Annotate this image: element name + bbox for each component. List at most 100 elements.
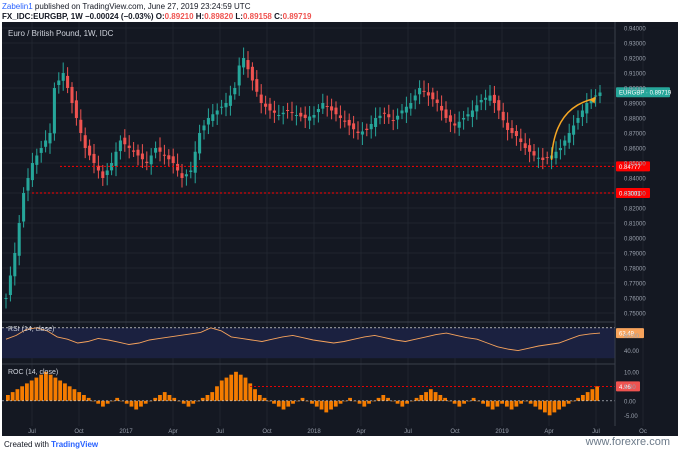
roc-bar	[172, 397, 177, 401]
roc-bar	[419, 395, 424, 401]
open-label: O:	[155, 12, 165, 21]
roc-bar	[63, 383, 67, 401]
roc-bar	[34, 377, 39, 401]
candle-body	[35, 155, 39, 165]
candle-body	[70, 86, 74, 103]
candle-body	[453, 123, 457, 126]
candle-body	[299, 112, 303, 117]
price-tick-label: 0.93000	[624, 42, 646, 48]
roc-bar	[590, 389, 595, 401]
roc-bar	[324, 400, 329, 413]
candle-body	[30, 163, 34, 181]
time-tick-label: 2017	[119, 429, 133, 435]
candle-body	[404, 106, 408, 113]
roc-bar	[348, 397, 352, 401]
roc-bar	[504, 400, 509, 407]
candle-body	[330, 106, 334, 111]
rsi-zone	[2, 327, 615, 359]
roc-bar	[262, 397, 267, 401]
roc-bar	[143, 400, 148, 404]
arrow-shaft	[550, 97, 596, 161]
roc-bar	[428, 389, 433, 401]
roc-bar	[229, 374, 234, 401]
candle-body	[528, 145, 532, 152]
high-value: 0.89820	[204, 12, 234, 21]
roc-bar	[44, 371, 48, 401]
publish-text: published on TradingView.com, June 27, 2…	[34, 2, 251, 11]
footer-brand[interactable]: TradingView	[51, 440, 99, 449]
candle-body	[338, 115, 342, 118]
current-price-tag	[616, 87, 670, 98]
time-tick-label: 2018	[307, 429, 321, 435]
roc-bar	[158, 395, 162, 401]
level-tag	[616, 187, 650, 198]
roc-bar	[466, 400, 471, 402]
candle-body	[26, 178, 30, 191]
candle-body	[413, 95, 417, 101]
candle-body	[114, 151, 118, 166]
candle-body	[277, 115, 281, 116]
roc-bar	[115, 397, 120, 401]
rsi-line	[5, 327, 601, 352]
time-tick-label: Jul	[216, 429, 224, 435]
roc-bar	[205, 395, 210, 401]
roc-bar	[253, 389, 257, 401]
roc-bar	[471, 397, 476, 401]
roc-bar	[238, 374, 243, 401]
roc-bar	[215, 386, 219, 401]
candle-body	[589, 99, 593, 104]
candle-body	[470, 110, 474, 117]
candle-body	[391, 120, 395, 122]
roc-bar	[319, 400, 324, 410]
candle-body	[118, 140, 122, 152]
roc-bar	[67, 386, 72, 401]
candle-body	[352, 123, 356, 130]
candle-body	[110, 163, 114, 171]
candle-body	[510, 128, 514, 133]
publisher-user[interactable]: Zabelin1	[2, 2, 33, 11]
roc-bar	[224, 377, 229, 401]
time-tick-label: Apr	[544, 429, 553, 435]
candle-body	[105, 170, 109, 176]
candle-body	[39, 148, 43, 153]
roc-bar	[314, 400, 319, 407]
candle-body	[387, 114, 391, 118]
roc-bar	[6, 395, 10, 401]
candle-body	[74, 100, 78, 118]
footer-created: Created with TradingView	[4, 440, 98, 449]
candle-body	[572, 125, 576, 135]
candle-body	[237, 65, 241, 86]
candle-body	[198, 133, 202, 154]
candle-body	[440, 105, 444, 111]
roc-bar	[538, 400, 543, 410]
footer-site[interactable]: www.forexre.com	[585, 436, 670, 448]
roc-bar	[338, 400, 343, 404]
candle-body	[211, 114, 215, 121]
candle-body	[268, 103, 272, 111]
candle-body	[431, 92, 435, 100]
price-tick-label: 0.78000	[624, 267, 646, 273]
candle-body	[140, 153, 144, 160]
roc-bar	[291, 400, 295, 404]
roc-bar	[500, 400, 505, 404]
candle-body	[312, 115, 316, 118]
high-label: H:	[195, 12, 205, 21]
candle-body	[514, 131, 518, 136]
candle-body	[541, 157, 545, 160]
candle-body	[479, 100, 483, 103]
candle-body	[400, 110, 404, 114]
publish-info: Zabelin1 published on TradingView.com, J…	[2, 2, 250, 11]
candle-body	[13, 253, 17, 277]
level-tag-label: 0.83001	[619, 191, 641, 197]
candle-body	[497, 100, 501, 111]
roc-bar	[376, 397, 381, 401]
price-tick-label: 0.85000	[624, 162, 646, 168]
candle-body	[448, 115, 452, 122]
roc-bar	[438, 395, 443, 401]
roc-bar	[15, 389, 20, 401]
roc-bar	[257, 395, 262, 401]
roc-label: ROC (14, close)	[8, 369, 58, 376]
price-tick-label: 0.92000	[624, 57, 646, 63]
candle-body	[83, 135, 87, 148]
